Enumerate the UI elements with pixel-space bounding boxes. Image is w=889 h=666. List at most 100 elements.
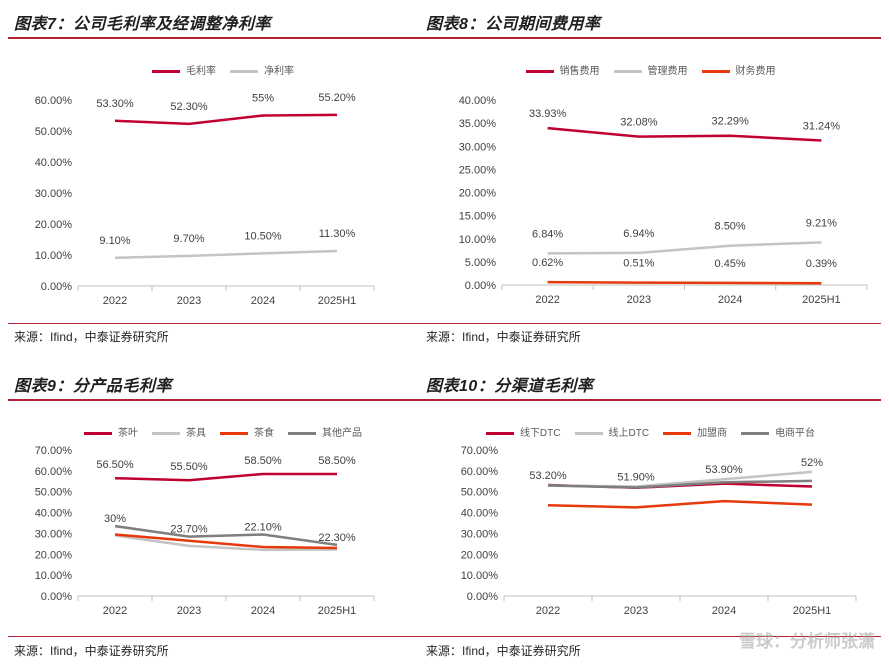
legend-label: 茶叶 (118, 428, 138, 439)
legend-label: 线上DTC (608, 428, 650, 439)
chart-source: 来源：Ifind，中泰证券研究所 (426, 644, 581, 658)
y-tick-label: 70.00% (35, 445, 73, 457)
chart-panel-channel-margin: 图表10：分渠道毛利率 线下DTC 线上DTC 加盟商 电商平台 0.00% 10.00… (420, 366, 881, 662)
data-label: 53.20% (529, 470, 567, 482)
title-rule (420, 37, 881, 39)
data-label: 53.30% (96, 98, 134, 110)
data-label: 52.30% (170, 101, 208, 113)
data-label: 0.51% (623, 258, 654, 270)
y-tick-label: 10.00% (461, 570, 499, 582)
y-tick-label: 20.00% (461, 549, 499, 561)
x-tick-label: 2025H1 (318, 295, 357, 307)
legend-item: 销售费用 (525, 62, 600, 77)
legend-item: 净利率 (230, 62, 294, 77)
legend-swatch (741, 431, 770, 435)
source-rule (420, 323, 881, 324)
series-line-3 (114, 533, 338, 550)
data-label: 51.90% (617, 472, 655, 484)
chart-plot: 0.00% 10.00% 20.00% 30.00% 40.00% 50.00% 60.00… (35, 445, 375, 617)
y-tick-label: 0.00% (465, 280, 496, 292)
legend-item: 线上DTC (574, 424, 650, 439)
x-tick-label: 2024 (251, 295, 275, 307)
y-tick-label: 40.00% (35, 157, 73, 169)
x-tick-label: 2023 (624, 605, 648, 617)
legend-swatch (574, 431, 603, 435)
series-line-3 (547, 499, 813, 509)
y-tick-label: 40.00% (459, 95, 497, 107)
y-tick-label: 0.00% (41, 591, 72, 603)
title-rule (420, 399, 881, 401)
y-tick-label: 50.00% (461, 487, 499, 499)
x-tick-label: 2025H1 (318, 605, 357, 617)
legend-item: 毛利率 (152, 62, 216, 77)
chart-source: 来源：Ifind，中泰证券研究所 (14, 330, 169, 344)
legend-item: 线下DTC (485, 424, 561, 439)
legend-swatch (230, 69, 258, 73)
legend-label: 销售费用 (559, 66, 600, 77)
x-tick-label: 2023 (627, 294, 651, 306)
legend-label: 管理费用 (647, 66, 688, 77)
y-tick-label: 10.00% (459, 234, 497, 246)
legend-swatch (525, 69, 554, 73)
legend-label: 电商平台 (775, 428, 816, 439)
legend-swatch (84, 431, 112, 435)
legend-swatch (613, 69, 642, 73)
y-tick-label: 20.00% (35, 219, 73, 231)
chart-legend: 销售费用 管理费用 财务费用 (420, 62, 881, 77)
series-line-1 (114, 472, 337, 482)
y-tick-label: 0.00% (467, 591, 498, 603)
series-line-2 (547, 241, 822, 255)
data-label: 0.45% (715, 258, 746, 270)
source-rule (8, 323, 438, 324)
legend-item: 管理费用 (613, 62, 688, 77)
series-line-1 (547, 126, 822, 142)
chart-legend: 毛利率 净利率 (8, 62, 438, 77)
y-tick-label: 50.00% (35, 126, 73, 138)
series-line-4 (114, 524, 338, 547)
legend-label: 净利率 (264, 66, 294, 77)
y-tick-label: 40.00% (35, 508, 73, 520)
data-label: 23.70% (170, 524, 208, 536)
series-line-3 (547, 280, 822, 285)
legend-swatch (485, 431, 514, 435)
data-label: 22.10% (244, 521, 282, 533)
chart-plot: 0.00% 10.00% 20.00% 30.00% 40.00% 50.00% 60.00… (461, 445, 857, 617)
chart-legend: 茶叶 茶具 茶食 其他产品 (8, 424, 438, 439)
source-rule (420, 636, 881, 637)
chart-panel-gross-net-margin: 图表7：公司毛利率及经调整净利率 毛利率 净利率 0.00% 10.00% 20.00… (8, 4, 438, 350)
data-label: 6.84% (532, 228, 563, 240)
series-line-2 (114, 249, 338, 260)
data-label: 8.50% (715, 221, 746, 233)
data-label: 52% (801, 457, 823, 469)
x-tick-label: 2024 (251, 605, 275, 617)
legend-label: 茶具 (186, 428, 206, 439)
legend-label: 财务费用 (735, 66, 776, 77)
y-tick-label: 30.00% (459, 141, 497, 153)
y-tick-label: 35.00% (459, 118, 497, 130)
legend-item: 财务费用 (701, 62, 776, 77)
title-rule (8, 37, 438, 39)
legend-label: 毛利率 (186, 66, 216, 77)
y-tick-label: 50.00% (35, 487, 73, 499)
legend-item: 茶食 (220, 424, 274, 439)
data-label: 56.50% (96, 459, 134, 471)
legend-item: 其他产品 (288, 424, 362, 439)
x-tick-label: 2023 (177, 295, 201, 307)
x-tick-label: 2025H1 (802, 294, 841, 306)
x-tick-label: 2022 (536, 605, 560, 617)
data-label: 55% (252, 93, 274, 105)
legend-label: 其他产品 (322, 428, 362, 439)
chart-panel-expense-ratio: 图表8：公司期间费用率 销售费用 管理费用 财务费用 0.00% 5.00% 10.00… (420, 4, 881, 350)
data-label: 31.24% (803, 121, 841, 133)
legend-label: 茶食 (254, 428, 274, 439)
x-tick-label: 2023 (177, 605, 201, 617)
legend-swatch (701, 69, 730, 73)
y-tick-label: 30.00% (35, 528, 73, 540)
data-label: 53.90% (705, 464, 743, 476)
y-tick-label: 20.00% (459, 188, 497, 200)
data-label: 30% (104, 513, 126, 525)
data-label: 55.20% (318, 92, 356, 104)
chart-legend: 线下DTC 线上DTC 加盟商 电商平台 (420, 424, 881, 439)
x-tick-label: 2022 (103, 295, 127, 307)
y-tick-label: 25.00% (459, 164, 497, 176)
